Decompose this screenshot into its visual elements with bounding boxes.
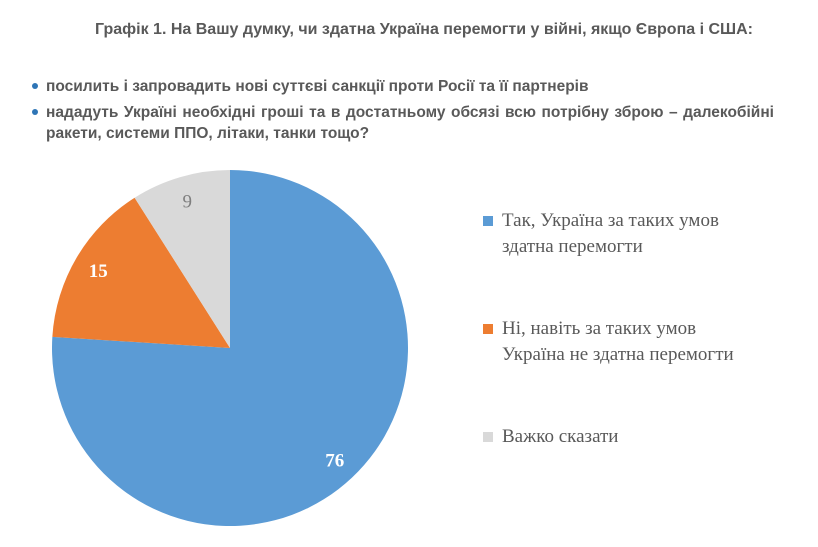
bullet-text: посилить і запровадить нові суттєві санк… bbox=[46, 78, 589, 95]
bullet-text: нададуть Україні необхідні гроші та в до… bbox=[46, 104, 774, 142]
legend-marker bbox=[483, 324, 493, 334]
pie-slice-2 bbox=[134, 170, 230, 348]
legend-label: Так, Україна за таких умов здатна перемо… bbox=[502, 210, 719, 257]
legend-marker bbox=[483, 216, 493, 226]
pie-data-label: 76 bbox=[325, 450, 344, 471]
legend-item: Так, Україна за таких умов здатна перемо… bbox=[483, 208, 745, 260]
chart-title: Графік 1. На Вашу думку, чи здатна Украї… bbox=[95, 21, 753, 38]
list-item: посилить і запровадить нові суттєві санк… bbox=[32, 76, 774, 97]
pie-data-label: 9 bbox=[183, 192, 193, 213]
legend-marker bbox=[483, 432, 493, 442]
legend-item: Ні, навіть за таких умов Україна не здат… bbox=[483, 316, 745, 368]
pie-slice-1 bbox=[52, 197, 230, 348]
legend-label: Важко сказати bbox=[502, 426, 619, 447]
pie-data-label: 15 bbox=[89, 261, 108, 282]
bullet-icon bbox=[32, 109, 38, 115]
chart-legend: Так, Україна за таких умов здатна перемо… bbox=[483, 208, 745, 506]
pie-slice-0 bbox=[52, 170, 408, 526]
list-item: нададуть Україні необхідні гроші та в до… bbox=[32, 102, 774, 144]
bullet-icon bbox=[32, 83, 38, 89]
bullet-list: посилить і запровадить нові суттєві санк… bbox=[32, 76, 774, 149]
legend-label: Ні, навіть за таких умов Україна не здат… bbox=[502, 318, 734, 365]
pie-chart-svg: 76 15 9 bbox=[52, 170, 408, 526]
legend-item: Важко сказати bbox=[483, 424, 745, 450]
